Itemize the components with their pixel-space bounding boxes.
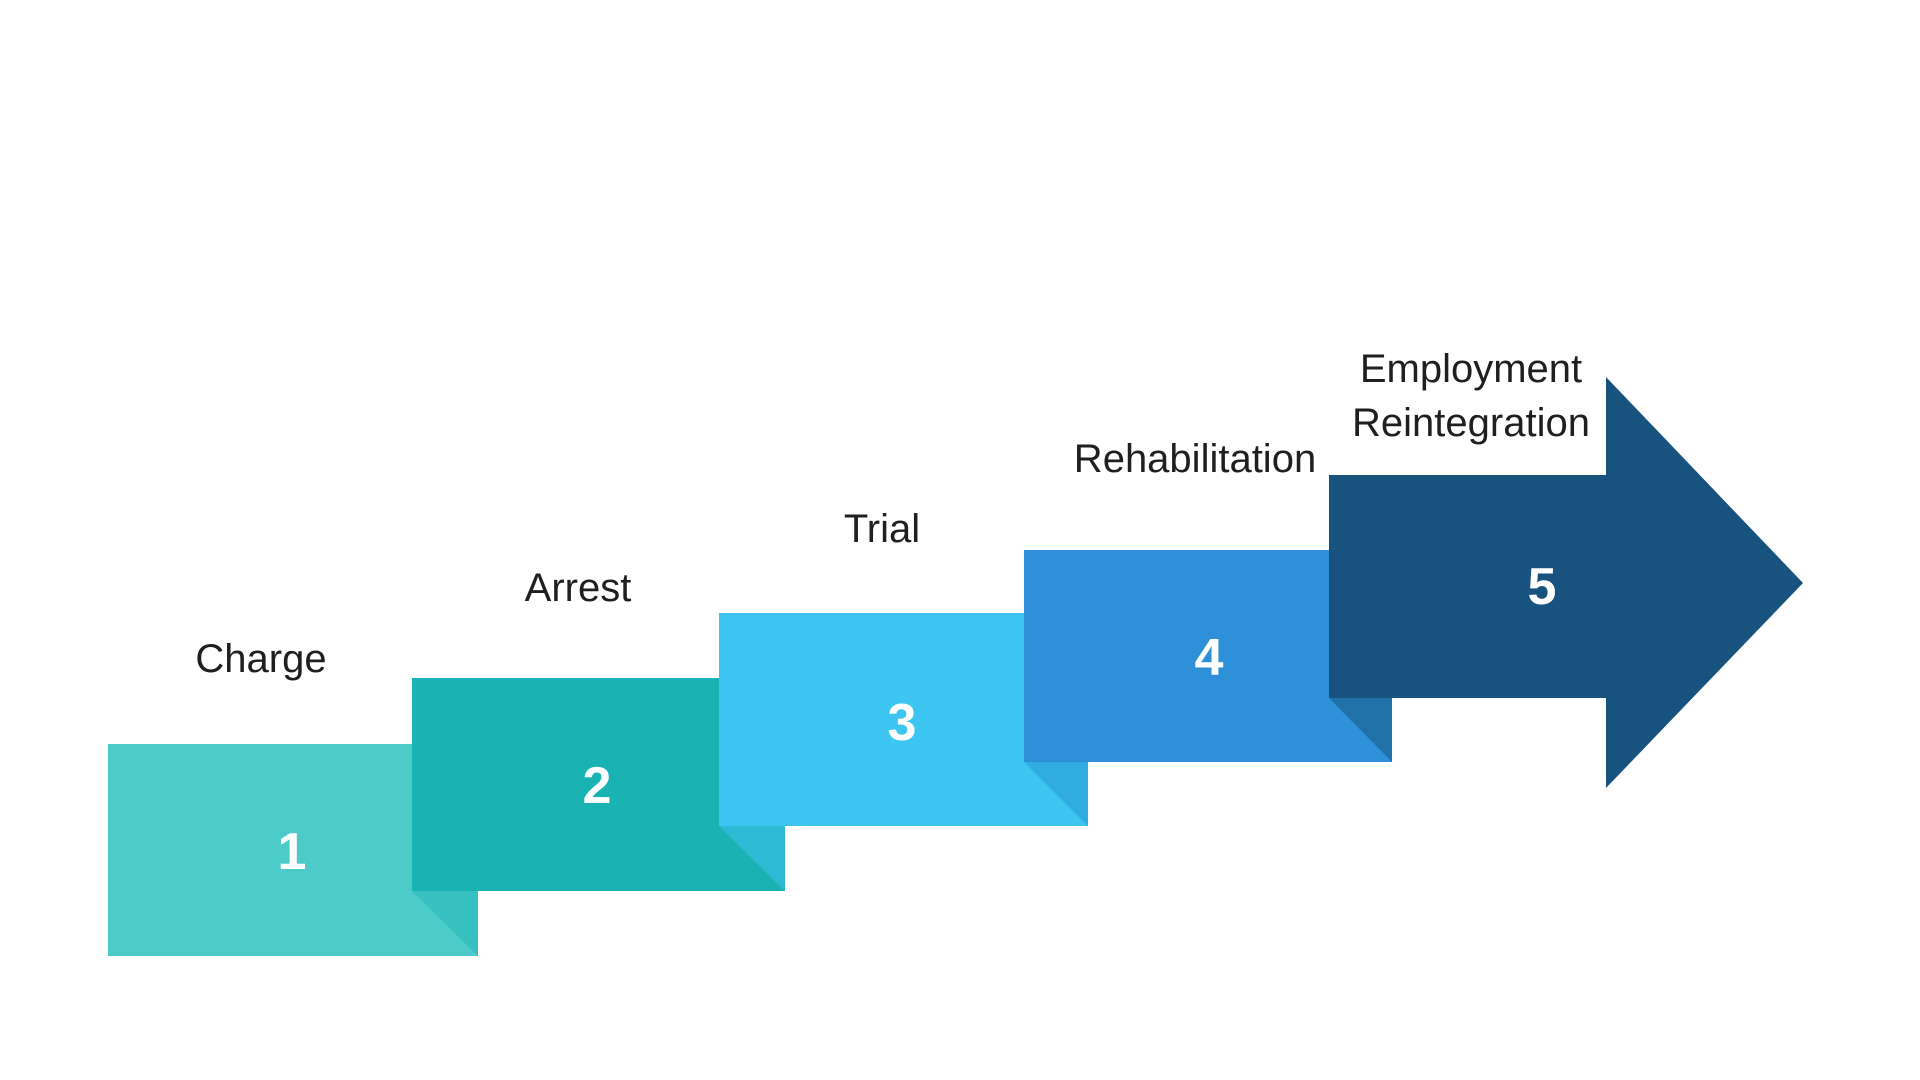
step-5-label-line-2: Reintegration xyxy=(1352,401,1590,445)
step-4-number: 4 xyxy=(1194,629,1224,687)
step-1-number: 1 xyxy=(277,823,307,881)
step-3-number: 3 xyxy=(887,694,917,752)
step-1-fold-shadow xyxy=(412,891,478,956)
step-2-fold-shadow xyxy=(719,826,785,891)
step-4-fold-shadow xyxy=(1329,698,1392,762)
step-2-number: 2 xyxy=(582,757,612,815)
step-5-label: Employment Reintegration xyxy=(1352,342,1590,450)
step-5-arrow-shape xyxy=(1329,377,1803,788)
step-1-label: Charge xyxy=(195,637,327,681)
step-3-label: Trial xyxy=(843,507,921,551)
step-4-label: Rehabilitation xyxy=(1073,437,1317,481)
step-3-fold-shadow xyxy=(1024,762,1088,826)
step-5-label-line-1: Employment xyxy=(1359,347,1583,391)
step-5-number: 5 xyxy=(1527,558,1557,616)
step-2-label: Arrest xyxy=(524,566,632,610)
